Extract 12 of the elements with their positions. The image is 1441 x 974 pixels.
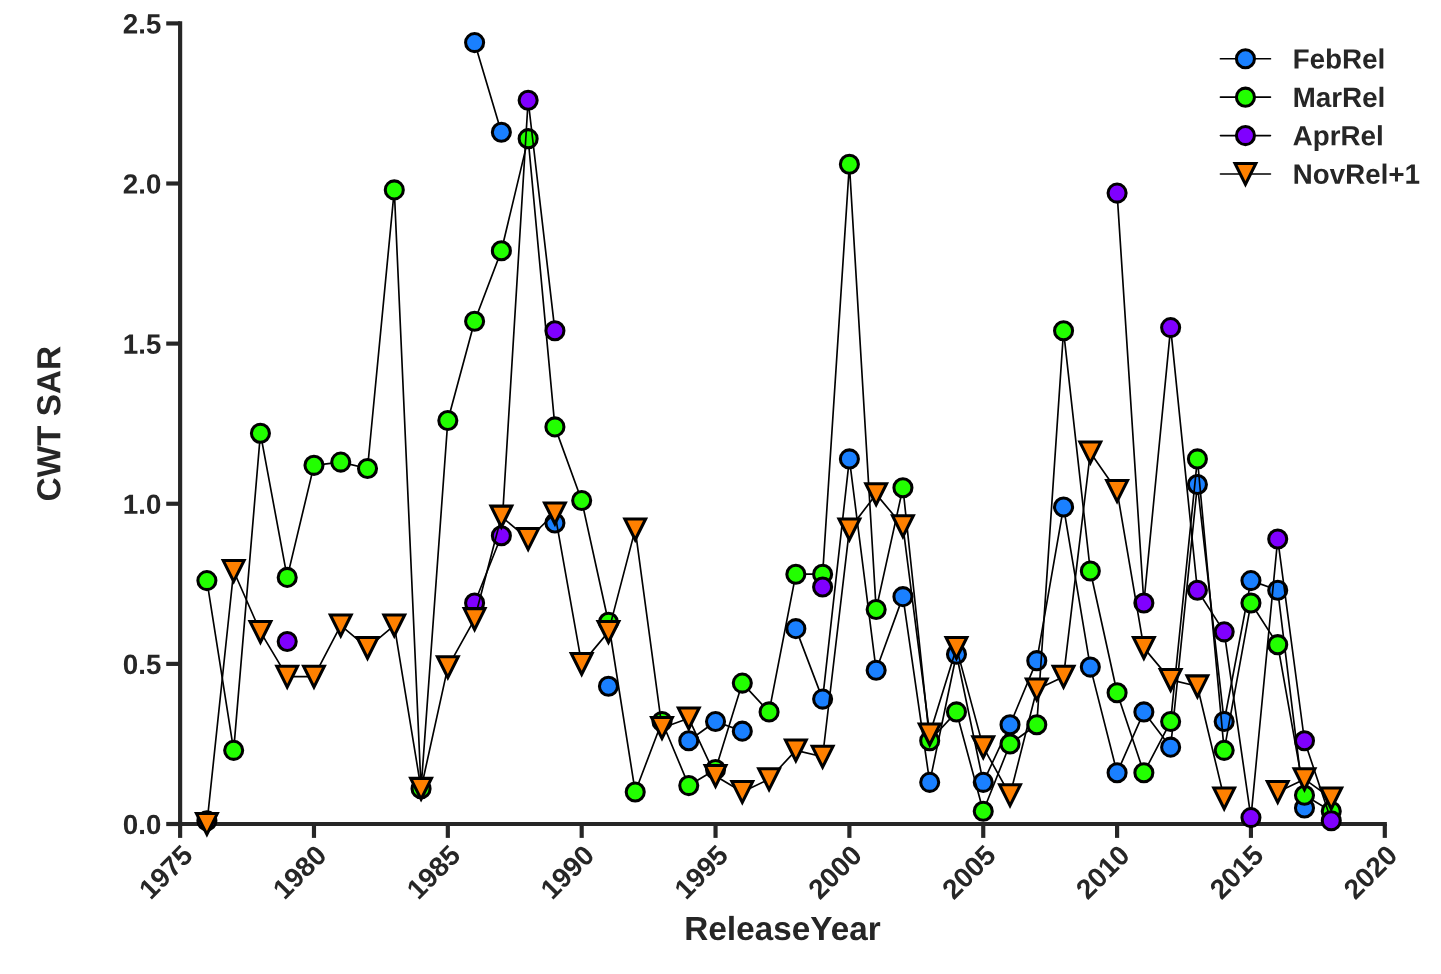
y-tick-label: 1.0	[124, 494, 161, 515]
legend-label: NovRel+1	[1294, 163, 1420, 184]
legend-label: FebRel	[1294, 48, 1384, 69]
y-tick-label: 2.0	[123, 174, 161, 194]
x-axis-title: ReleaseYear	[686, 915, 881, 941]
y-tick-label: 0.0	[123, 814, 161, 835]
y-axis-title: CWT SAR	[37, 346, 61, 501]
legend-label: MarRel	[1294, 86, 1384, 108]
y-tick-label: 1.5	[124, 334, 161, 354]
legend-label: AprRel	[1293, 125, 1382, 152]
y-tick-label: 2.5	[123, 14, 161, 34]
y-tick-label: 0.5	[123, 654, 161, 675]
